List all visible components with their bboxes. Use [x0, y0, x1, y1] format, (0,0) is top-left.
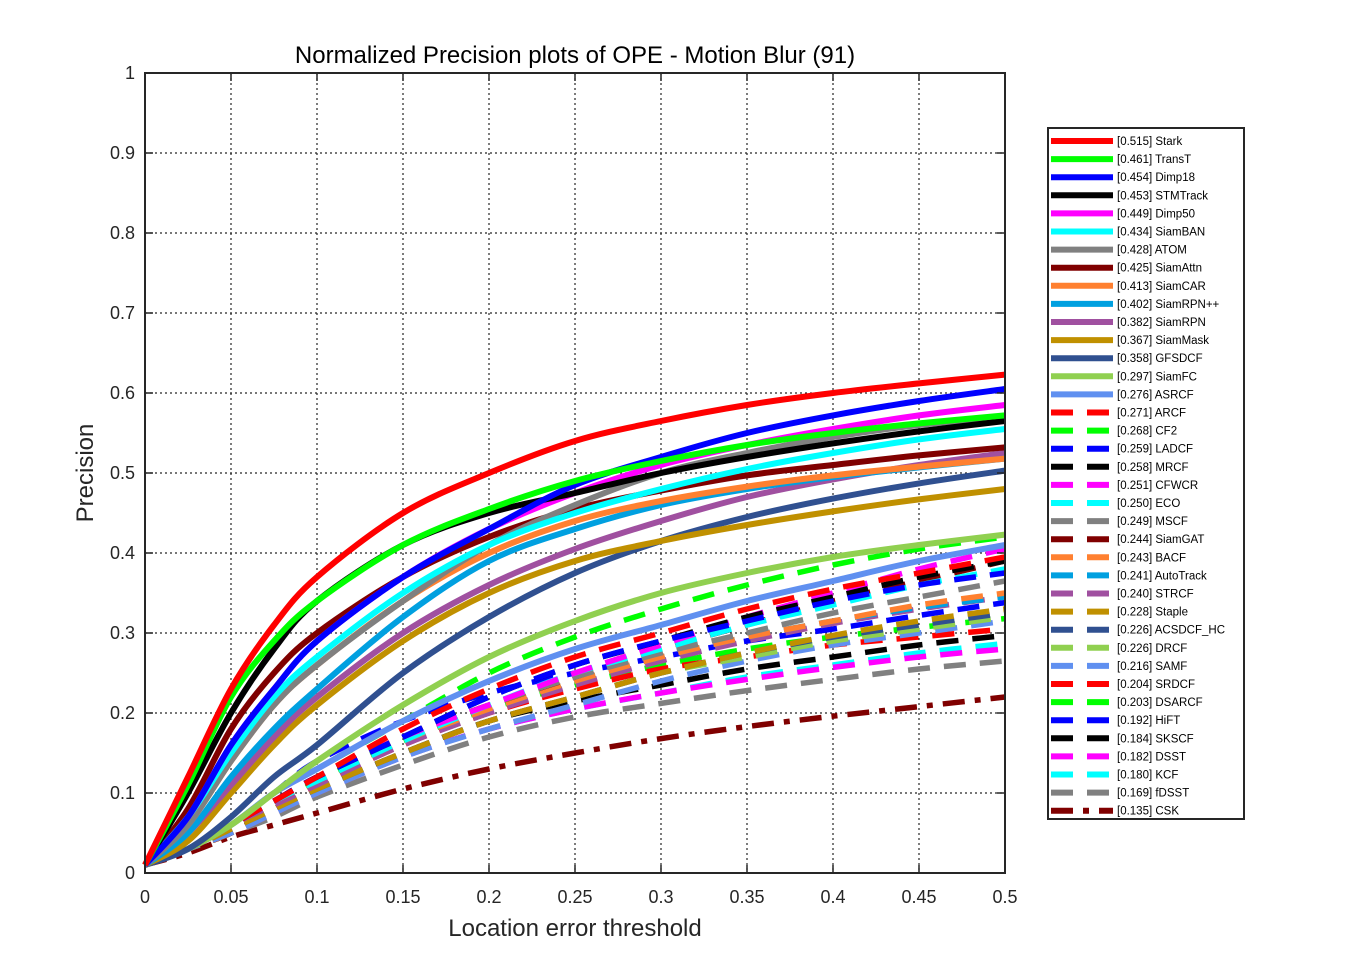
- y-tick-label: 1: [125, 63, 135, 83]
- x-tick-label: 0: [140, 887, 150, 907]
- legend-entry: [0.276] ASRCF: [1117, 389, 1194, 401]
- y-tick-label: 0.2: [110, 703, 135, 723]
- legend-entry: [0.182] DSST: [1117, 751, 1186, 763]
- series-line-16: [144, 534, 1006, 868]
- x-axis-title: Location error threshold: [448, 915, 701, 942]
- legend-entry: [0.402] SiamRPN++: [1117, 299, 1220, 311]
- series-line-5: [142, 426, 1006, 868]
- legend: [0.515] Stark [0.461] TransT [0.454] Dimp1…: [1047, 127, 1245, 820]
- series-line-23: [144, 590, 1006, 868]
- legend-entry: [0.192] HiFT: [1117, 715, 1180, 727]
- y-axis-title: Precision: [72, 424, 99, 523]
- legend-entry: [0.258] MRCF: [1117, 462, 1189, 474]
- series-line-13: [143, 531, 1006, 868]
- series-line-26: [144, 606, 1006, 868]
- y-tick-label: 0.7: [110, 303, 135, 323]
- x-tick-label: 0.1: [304, 887, 329, 907]
- legend-entry: [0.251] CFWCR: [1117, 480, 1198, 492]
- legend-entry: [0.449] Dimp50: [1117, 208, 1195, 220]
- series-line-0: [142, 371, 1006, 867]
- legend-entry: [0.243] BACF: [1117, 552, 1186, 564]
- legend-entry: [0.382] SiamRPN: [1117, 317, 1206, 329]
- legend-entry: [0.434] SiamBAN: [1117, 227, 1205, 239]
- x-tick-label: 0.3: [648, 887, 673, 907]
- x-tick-label: 0.25: [557, 887, 592, 907]
- legend-entry: [0.297] SiamFC: [1117, 371, 1197, 383]
- legend-entry: [0.358] GFSDCF: [1117, 353, 1203, 365]
- legend-entry: [0.413] SiamCAR: [1117, 281, 1206, 293]
- legend-entry: [0.250] ECO: [1117, 498, 1180, 510]
- legend-entry: [0.515] Stark: [1117, 136, 1182, 148]
- legend-box: [1047, 127, 1245, 820]
- x-tick-label: 0.35: [729, 887, 764, 907]
- x-tick-label: 0.2: [476, 887, 501, 907]
- legend-entry: [0.461] TransT: [1117, 154, 1191, 166]
- x-tick-label: 0.45: [901, 887, 936, 907]
- legend-entry: [0.425] SiamAttn: [1117, 263, 1202, 275]
- y-tick-label: 0: [125, 863, 135, 883]
- legend-entry: [0.268] CF2: [1117, 426, 1177, 438]
- legend-entry: [0.454] Dimp18: [1117, 172, 1195, 184]
- y-tick-label: 0.3: [110, 623, 135, 643]
- legend-entry: [0.428] ATOM: [1117, 245, 1187, 257]
- y-tick-label: 0.6: [110, 383, 135, 403]
- legend-entry: [0.180] KCF: [1117, 770, 1178, 782]
- x-tick-label: 0.5: [992, 887, 1017, 907]
- series-line-19: [144, 546, 1006, 868]
- legend-entry: [0.259] LADCF: [1117, 444, 1193, 456]
- legend-entry: [0.204] SRDCF: [1117, 679, 1195, 691]
- series-line-2: [142, 386, 1006, 868]
- legend-entry: [0.240] STRCF: [1117, 589, 1194, 601]
- legend-entry: [0.244] SiamGAT: [1117, 534, 1204, 546]
- y-tick-label: 0.8: [110, 223, 135, 243]
- y-tick-label: 0.1: [110, 783, 135, 803]
- series-line-11: [143, 486, 1006, 868]
- series-line-7: [142, 444, 1006, 867]
- legend-entry: [0.453] STMTrack: [1117, 190, 1208, 202]
- legend-entry: [0.169] fDSST: [1117, 788, 1189, 800]
- y-tick-label: 0.5: [110, 463, 135, 483]
- series-line-29: [144, 618, 1006, 868]
- series-line-37: [144, 694, 1006, 868]
- series-line-3: [142, 418, 1006, 867]
- x-tick-label: 0.15: [385, 887, 420, 907]
- series-line-1: [142, 412, 1006, 867]
- legend-entry: [0.271] ARCF: [1117, 408, 1186, 420]
- legend-entry: [0.241] AutoTrack: [1117, 570, 1207, 582]
- legend-entry: [0.226] ACSDCF_HC: [1117, 625, 1225, 637]
- y-tick-label: 0.9: [110, 143, 135, 163]
- x-tick-label: 0.05: [213, 887, 248, 907]
- series-line-15: [144, 554, 1006, 868]
- series-line-12: [143, 467, 1006, 868]
- axis-ticks: 0 0.05 0.1 0.15 0.2 0.25 0.3 0.35 0.4 0.45 0.5 0 0.1…: [110, 63, 1018, 907]
- legend-entry: [0.367] SiamMask: [1117, 335, 1209, 347]
- series-lines: [142, 371, 1006, 868]
- legend-entry: [0.216] SAMF: [1117, 661, 1187, 673]
- chart-title: Normalized Precision plots of OPE - Moti…: [295, 42, 855, 69]
- legend-entry: [0.228] Staple: [1117, 607, 1188, 619]
- legend-entry: [0.135] CSK: [1117, 806, 1179, 818]
- y-tick-label: 0.4: [110, 543, 135, 563]
- series-line-17: [144, 570, 1006, 868]
- legend-entry: [0.249] MSCF: [1117, 516, 1188, 528]
- legend-entry: [0.203] DSARCF: [1117, 697, 1203, 709]
- legend-entry: [0.184] SKSCF: [1117, 733, 1194, 745]
- legend-entry: [0.226] DRCF: [1117, 643, 1187, 655]
- x-tick-label: 0.4: [820, 887, 845, 907]
